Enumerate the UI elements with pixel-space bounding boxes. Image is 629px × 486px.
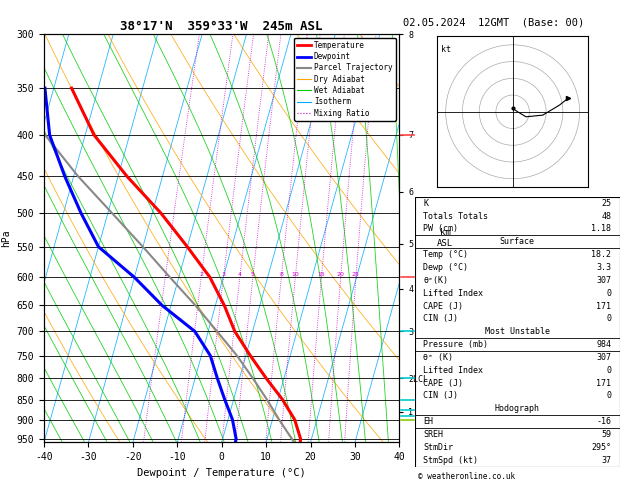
X-axis label: Dewpoint / Temperature (°C): Dewpoint / Temperature (°C) <box>137 468 306 478</box>
Legend: Temperature, Dewpoint, Parcel Trajectory, Dry Adiabat, Wet Adiabat, Isotherm, Mi: Temperature, Dewpoint, Parcel Trajectory… <box>294 38 396 121</box>
Text: 18.2: 18.2 <box>591 250 611 259</box>
Text: 8: 8 <box>279 272 283 278</box>
Text: EH: EH <box>423 417 433 426</box>
Text: 0: 0 <box>606 289 611 297</box>
Text: SREH: SREH <box>423 430 443 439</box>
Text: 984: 984 <box>596 340 611 349</box>
Text: PW (cm): PW (cm) <box>423 225 459 233</box>
Text: Lifted Index: Lifted Index <box>423 289 483 297</box>
Text: 0: 0 <box>606 366 611 375</box>
Text: 48: 48 <box>601 211 611 221</box>
Text: θᵉ (K): θᵉ (K) <box>423 353 454 362</box>
Text: StmSpd (kt): StmSpd (kt) <box>423 456 478 465</box>
Text: Totals Totals: Totals Totals <box>423 211 488 221</box>
Text: 0: 0 <box>606 314 611 323</box>
Text: © weatheronline.co.uk: © weatheronline.co.uk <box>418 472 515 481</box>
Text: StmDir: StmDir <box>423 443 454 452</box>
Text: -16: -16 <box>596 417 611 426</box>
Text: 10: 10 <box>291 272 299 278</box>
Text: 2: 2 <box>199 272 203 278</box>
Text: Dewp (°C): Dewp (°C) <box>423 263 469 272</box>
Y-axis label: hPa: hPa <box>1 229 11 247</box>
Text: θᵉ(K): θᵉ(K) <box>423 276 448 285</box>
Text: Most Unstable: Most Unstable <box>485 327 550 336</box>
Text: Lifted Index: Lifted Index <box>423 366 483 375</box>
Text: 3.3: 3.3 <box>596 263 611 272</box>
Text: 307: 307 <box>596 276 611 285</box>
Text: 1: 1 <box>164 272 167 278</box>
Text: 0: 0 <box>606 391 611 400</box>
Text: 15: 15 <box>318 272 325 278</box>
Text: 307: 307 <box>596 353 611 362</box>
Text: CIN (J): CIN (J) <box>423 391 459 400</box>
Text: 5: 5 <box>251 272 255 278</box>
Text: 295°: 295° <box>591 443 611 452</box>
Text: 59: 59 <box>601 430 611 439</box>
Text: 171: 171 <box>596 379 611 387</box>
Text: Temp (°C): Temp (°C) <box>423 250 469 259</box>
Text: 4: 4 <box>238 272 242 278</box>
Text: 1.18: 1.18 <box>591 225 611 233</box>
Text: 25: 25 <box>601 199 611 208</box>
Text: 3: 3 <box>221 272 225 278</box>
Text: CAPE (J): CAPE (J) <box>423 301 464 311</box>
Text: K: K <box>423 199 428 208</box>
Title: 38°17'N  359°33'W  245m ASL: 38°17'N 359°33'W 245m ASL <box>121 20 323 33</box>
Text: 25: 25 <box>352 272 360 278</box>
Text: kt: kt <box>441 45 450 54</box>
Text: 171: 171 <box>596 301 611 311</box>
Text: 02.05.2024  12GMT  (Base: 00): 02.05.2024 12GMT (Base: 00) <box>403 17 584 27</box>
Text: Surface: Surface <box>500 237 535 246</box>
Text: CAPE (J): CAPE (J) <box>423 379 464 387</box>
Text: Pressure (mb): Pressure (mb) <box>423 340 488 349</box>
Text: Hodograph: Hodograph <box>495 404 540 413</box>
Y-axis label: km
ASL: km ASL <box>437 228 453 248</box>
Text: 37: 37 <box>601 456 611 465</box>
Text: 20: 20 <box>337 272 345 278</box>
Text: CIN (J): CIN (J) <box>423 314 459 323</box>
